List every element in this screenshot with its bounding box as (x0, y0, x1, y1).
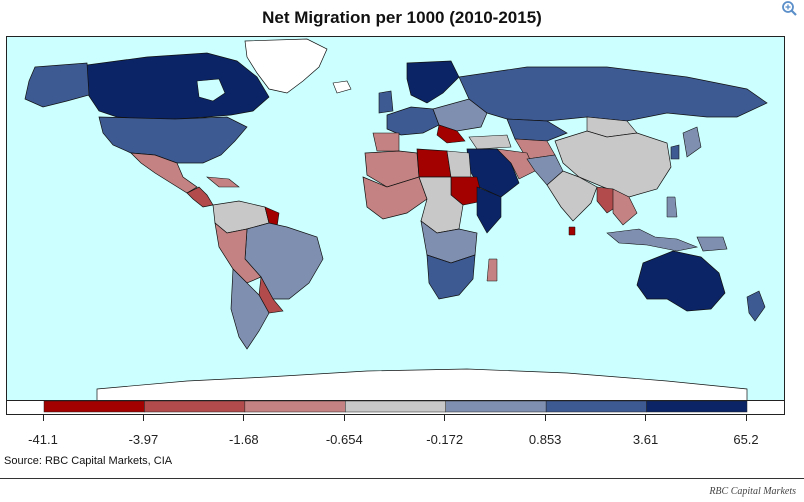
region-indonesia (606, 228, 699, 252)
legend-tick-mark (745, 415, 747, 421)
region-russia (458, 66, 768, 122)
region-iberia (372, 132, 400, 152)
legend-swatch (144, 401, 246, 413)
legend-swatch (345, 401, 446, 413)
region-papua (696, 236, 728, 252)
legend-colorbar-svg (43, 401, 748, 413)
region-balkans (436, 124, 466, 144)
footer-divider (0, 478, 804, 479)
region-paraguay-uruguay (258, 276, 284, 314)
region-korea (670, 144, 680, 160)
region-western-europe (386, 106, 440, 136)
world-map (6, 36, 785, 402)
magnifier-zoom-icon[interactable] (779, 0, 801, 18)
region-kazakhstan (506, 118, 568, 142)
legend-tick-label: 0.853 (528, 432, 562, 447)
legend-tick-mark (444, 415, 446, 421)
region-scandinavia (406, 60, 460, 104)
region-japan (682, 126, 702, 158)
legend-tick-mark (142, 415, 144, 421)
legend-tick-mark (42, 415, 44, 421)
region-alaska (24, 62, 90, 108)
region-iceland (332, 80, 352, 94)
region-iran (496, 148, 536, 180)
region-libya (416, 148, 452, 178)
legend-tick-label: 3.61 (632, 432, 659, 447)
legend-tick-mark (243, 415, 245, 421)
region-china (554, 130, 672, 198)
region-egypt (446, 150, 472, 178)
region-new-zealand (746, 290, 766, 322)
legend-tick-label: 65.2 (733, 432, 759, 447)
legend-swatch (646, 401, 748, 413)
region-turkey (468, 134, 512, 150)
region-brazil (244, 222, 324, 300)
region-hudson-bay (196, 78, 226, 102)
legend-swatch (445, 401, 547, 413)
legend-swatch (43, 401, 145, 413)
legend-tick-label: -41.1 (28, 432, 58, 447)
region-southern-africa (426, 254, 476, 300)
region-canada (86, 52, 270, 120)
region-caribbean (206, 176, 240, 188)
region-southern-cone (230, 268, 270, 350)
region-india (546, 170, 598, 222)
region-west-africa (362, 176, 428, 220)
region-usa (98, 116, 248, 164)
legend-swatch (545, 401, 647, 413)
region-antarctica (96, 368, 748, 401)
legend-tick-label: -0.654 (325, 432, 363, 447)
region-uk (378, 90, 394, 114)
legend-tick-mark (544, 415, 546, 421)
brand-footer: RBC Capital Markets (709, 486, 796, 497)
region-greenland (244, 38, 328, 94)
world-map-svg (24, 38, 768, 401)
legend-tick-label: -1.68 (229, 432, 259, 447)
legend-tick-label: -0.172 (426, 432, 464, 447)
region-sri-lanka (568, 226, 576, 236)
region-mexico (130, 152, 198, 194)
legend-swatch (244, 401, 346, 413)
region-australia (636, 250, 726, 312)
legend-tick-label: -3.97 (128, 432, 159, 447)
region-horn-of-africa (476, 186, 502, 234)
legend-colorbar (6, 400, 785, 415)
region-philippines (666, 196, 678, 218)
region-madagascar (486, 258, 498, 282)
region-indochina (612, 188, 638, 226)
source-note: Source: RBC Capital Markets, CIA (4, 455, 173, 467)
legend-tick-mark (645, 415, 647, 421)
legend-tick-mark (343, 415, 345, 421)
chart-title: Net Migration per 1000 (2010-2015) (262, 8, 542, 27)
